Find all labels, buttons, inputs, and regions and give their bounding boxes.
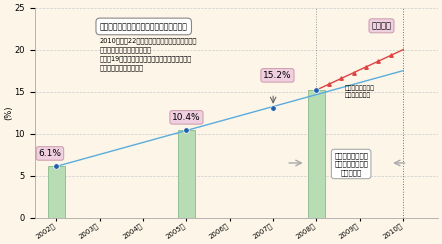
Text: 10.4%: 10.4% <box>172 113 201 122</box>
Bar <box>178 130 195 218</box>
Text: 6.1%: 6.1% <box>38 149 61 158</box>
Text: アクションプラン
による押し上げ: アクションプラン による押し上げ <box>345 85 375 98</box>
Y-axis label: (%): (%) <box>4 105 13 120</box>
Text: 目標達成: 目標達成 <box>371 21 392 30</box>
Bar <box>308 90 325 218</box>
Text: 2010（平成22年）までにテレワーカーの就業者
人口に占める割合２割を達成
（平成19年５月２９日　テレワーク推進に関する
関係省庁連絡会議決定）: 2010（平成22年）までにテレワーカーの就業者 人口に占める割合２割を達成 （… <box>100 37 197 71</box>
Bar <box>48 166 65 218</box>
Text: 15.2%: 15.2% <box>263 71 292 80</box>
Text: アクションプラン
の実施による一層
の普及推進: アクションプラン の実施による一層 の普及推進 <box>334 152 368 176</box>
Text: 「テレワーク人口倍増アクションプラン」: 「テレワーク人口倍増アクションプラン」 <box>100 22 188 31</box>
